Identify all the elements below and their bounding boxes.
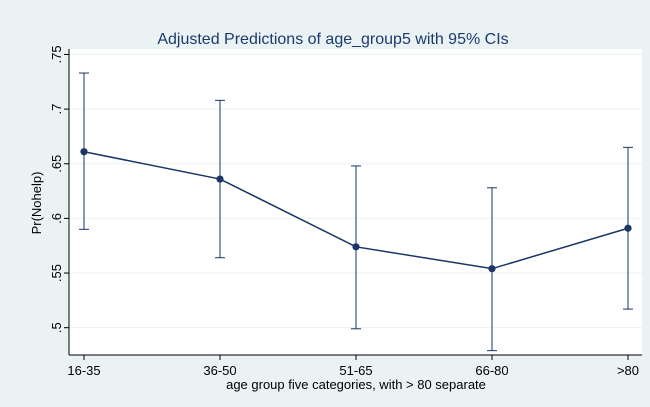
x-tick-label: 51-65 (339, 363, 372, 378)
y-axis-label: Pr(Nohelp) (29, 172, 44, 235)
data-point (80, 148, 88, 156)
series-marks (79, 72, 633, 352)
x-tick-label: 36-50 (203, 363, 236, 378)
x-tick-label: 16-35 (67, 363, 100, 378)
y-tick-label: .75 (49, 45, 64, 63)
data-point (488, 265, 496, 273)
y-tick-label: .55 (49, 264, 64, 282)
data-point (352, 243, 360, 251)
x-axis-label: age group five categories, with > 80 sep… (226, 377, 486, 392)
y-tick-label: .5 (49, 322, 64, 333)
y-tick-label: .7 (49, 104, 64, 115)
y-tick-label: .6 (49, 213, 64, 224)
data-point (624, 224, 632, 232)
x-tick-label: >80 (617, 363, 639, 378)
data-point (216, 175, 224, 183)
y-tick-label: .65 (49, 155, 64, 173)
x-tick-label: 66-80 (475, 363, 508, 378)
chart-title: Adjusted Predictions of age_group5 with … (157, 31, 508, 48)
axis-ticks: .5 .55 .6 .65 .7 .75 16-35 36-50 51-65 66-80 >80 (49, 45, 639, 378)
